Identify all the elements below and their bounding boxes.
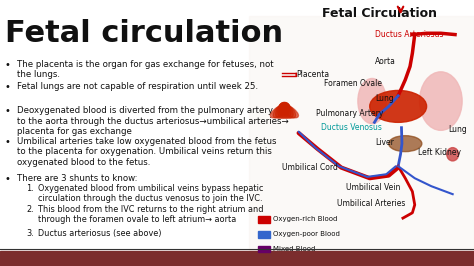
Ellipse shape <box>419 72 462 130</box>
Text: Lung: Lung <box>448 124 467 134</box>
Text: This blood from the IVC returns to the right atrium and
through the foramen oval: This blood from the IVC returns to the r… <box>38 205 264 224</box>
Text: Pulmonary Artery: Pulmonary Artery <box>316 109 383 118</box>
Ellipse shape <box>358 78 386 124</box>
Text: Deoxygenated blood is diverted from the pulmonary artery
to the aorta through th: Deoxygenated blood is diverted from the … <box>17 106 288 136</box>
Bar <box>258 246 270 252</box>
Text: There are 3 shunts to know:: There are 3 shunts to know: <box>17 174 137 183</box>
Ellipse shape <box>389 136 422 152</box>
Text: Umbilical Vein: Umbilical Vein <box>346 183 401 192</box>
Text: Placenta: Placenta <box>296 70 329 79</box>
Ellipse shape <box>278 102 290 118</box>
Bar <box>249 16 474 251</box>
Text: •: • <box>5 106 10 117</box>
Text: Oxygen-rich Blood: Oxygen-rich Blood <box>273 217 337 222</box>
Ellipse shape <box>273 103 289 118</box>
Text: Oxygen-poor Blood: Oxygen-poor Blood <box>273 231 339 237</box>
Bar <box>0 251 474 266</box>
Bar <box>258 231 270 238</box>
Text: Left Kidney: Left Kidney <box>418 148 461 157</box>
Text: •: • <box>5 174 10 184</box>
Ellipse shape <box>280 103 293 118</box>
Text: •: • <box>5 82 10 93</box>
Ellipse shape <box>280 103 296 118</box>
Circle shape <box>370 90 427 122</box>
Text: Fetal Circulation: Fetal Circulation <box>322 7 438 20</box>
Text: •: • <box>5 137 10 147</box>
Text: Foramen Ovale: Foramen Ovale <box>324 79 382 88</box>
Text: Fetal circulation: Fetal circulation <box>5 19 283 48</box>
Text: 2.: 2. <box>26 205 34 214</box>
Text: Mixed Blood: Mixed Blood <box>273 246 315 252</box>
Ellipse shape <box>279 102 291 118</box>
Text: Fetal lungs are not capable of respiration until week 25.: Fetal lungs are not capable of respirati… <box>17 82 258 92</box>
Text: Lung: Lung <box>375 94 394 103</box>
Ellipse shape <box>280 104 299 118</box>
Ellipse shape <box>270 104 289 118</box>
Text: Umbilical Arteries: Umbilical Arteries <box>337 199 405 208</box>
Text: 1.: 1. <box>26 184 34 193</box>
Text: The placenta is the organ for gas exchange for fetuses, not
the lungs.: The placenta is the organ for gas exchan… <box>17 60 273 79</box>
Text: Ductus arteriosus (see above): Ductus arteriosus (see above) <box>38 229 162 238</box>
Text: Ductus Arteriosus: Ductus Arteriosus <box>374 30 443 39</box>
Text: Aorta: Aorta <box>375 57 396 66</box>
Ellipse shape <box>447 148 458 161</box>
Text: Ductus Venosus: Ductus Venosus <box>321 123 382 132</box>
Text: 3.: 3. <box>26 229 34 238</box>
Bar <box>258 216 270 223</box>
Text: •: • <box>5 60 10 70</box>
Text: Liver: Liver <box>375 138 394 147</box>
Ellipse shape <box>275 103 289 118</box>
Text: Oxygenated blood from umbilical veins bypass hepatic
circulation through the duc: Oxygenated blood from umbilical veins by… <box>38 184 263 203</box>
Text: Umbilical arteries take low oxygenated blood from the fetus
to the placenta for : Umbilical arteries take low oxygenated b… <box>17 137 276 167</box>
Text: Umbilical Cord: Umbilical Cord <box>282 163 338 172</box>
